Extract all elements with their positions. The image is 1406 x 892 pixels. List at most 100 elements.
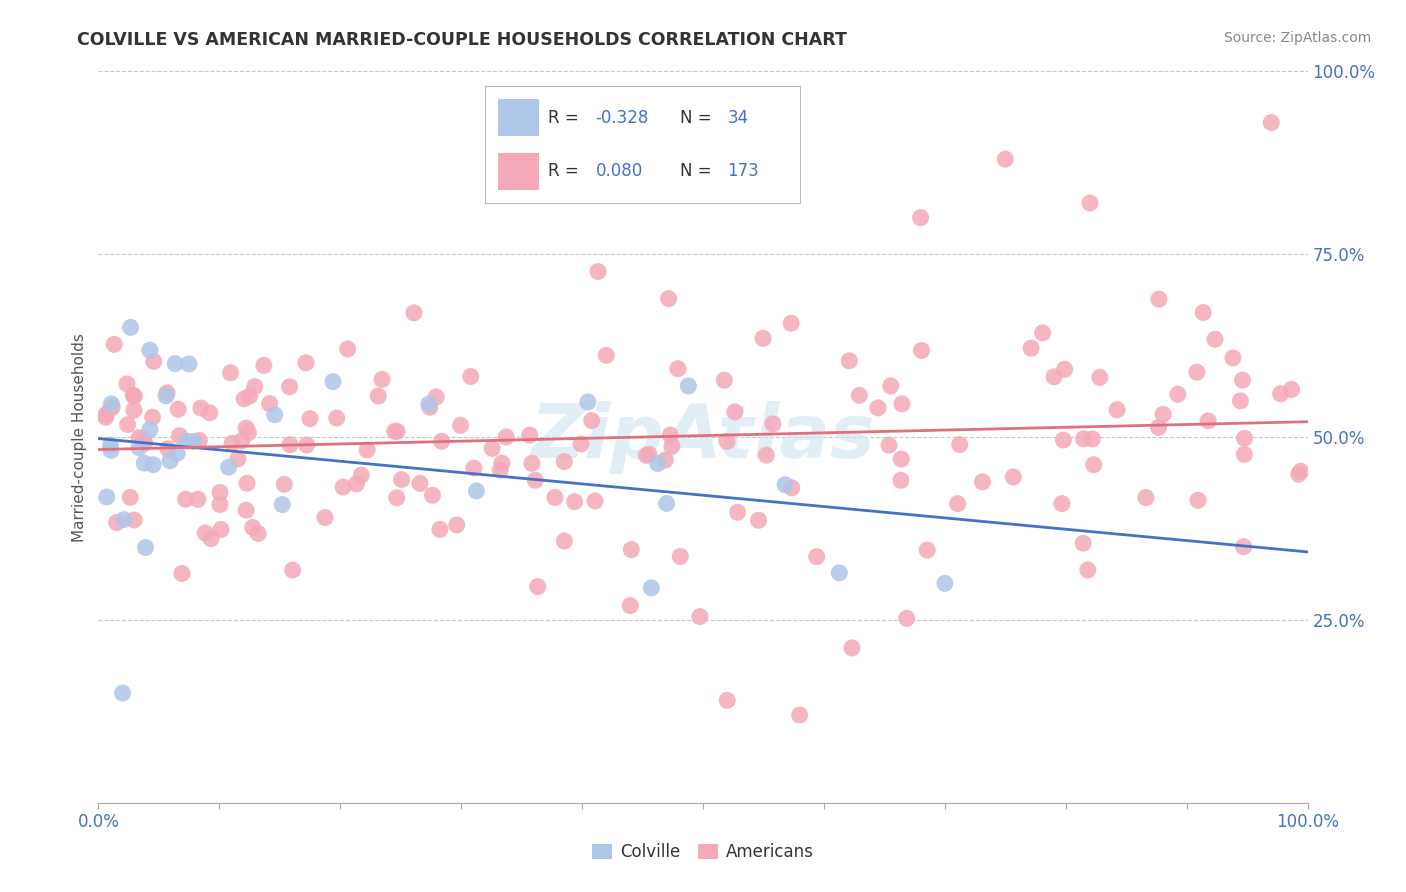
Point: [1077, 563, 1099, 577]
Point: [1071, 536, 1094, 550]
Point: [1167, 387, 1189, 401]
Point: [934, 576, 956, 591]
Point: [949, 437, 972, 451]
Point: [569, 437, 592, 451]
Point: [170, 566, 193, 581]
Point: [128, 431, 150, 445]
Point: [159, 454, 181, 468]
Point: [259, 396, 281, 410]
Point: [208, 485, 231, 500]
Point: [773, 477, 796, 491]
Point: [253, 359, 276, 373]
Point: [755, 448, 778, 462]
Point: [446, 517, 468, 532]
Point: [103, 337, 125, 351]
Point: [336, 342, 359, 356]
Point: [134, 456, 156, 470]
Point: [356, 442, 378, 457]
Point: [576, 395, 599, 409]
Point: [1043, 369, 1066, 384]
Point: [271, 498, 294, 512]
Point: [972, 475, 994, 489]
Point: [828, 566, 851, 580]
Point: [243, 380, 266, 394]
Point: [194, 526, 217, 541]
Point: [332, 480, 354, 494]
Point: [169, 428, 191, 442]
Point: [295, 438, 318, 452]
Point: [1147, 292, 1170, 306]
Point: [481, 442, 503, 456]
Point: [409, 476, 432, 491]
Point: [463, 461, 485, 475]
Point: [520, 456, 543, 470]
Point: [713, 373, 735, 387]
Point: [174, 492, 197, 507]
Point: [638, 447, 661, 461]
Point: [208, 498, 231, 512]
Point: [896, 611, 918, 625]
Point: [1107, 402, 1129, 417]
Point: [295, 356, 318, 370]
Point: [1019, 341, 1042, 355]
Point: [273, 477, 295, 491]
Point: [1052, 433, 1074, 447]
Point: [422, 488, 444, 502]
Point: [780, 481, 803, 495]
Point: [112, 513, 135, 527]
Point: [716, 693, 738, 707]
Point: [235, 421, 257, 435]
Point: [166, 446, 188, 460]
Point: [242, 520, 264, 534]
Point: [142, 458, 165, 472]
Point: [724, 405, 747, 419]
Point: [526, 580, 548, 594]
Point: [117, 417, 139, 432]
Point: [418, 397, 440, 411]
Point: [190, 401, 212, 415]
Point: [647, 457, 669, 471]
Point: [198, 406, 221, 420]
Point: [219, 366, 242, 380]
Point: [544, 491, 567, 505]
Point: [346, 476, 368, 491]
Point: [142, 354, 165, 368]
Point: [689, 609, 711, 624]
Point: [564, 494, 586, 508]
Point: [553, 533, 575, 548]
Point: [101, 400, 124, 414]
Point: [142, 410, 165, 425]
Point: [367, 389, 389, 403]
Point: [586, 264, 609, 278]
Point: [1185, 365, 1208, 379]
Point: [314, 510, 336, 524]
Point: [489, 463, 512, 477]
Text: ZipAtlas: ZipAtlas: [530, 401, 876, 474]
Point: [666, 361, 689, 376]
Point: [94, 408, 117, 422]
Point: [748, 513, 770, 527]
Point: [188, 434, 211, 448]
Point: [239, 389, 262, 403]
Point: [581, 413, 603, 427]
Point: [281, 563, 304, 577]
Point: [326, 411, 349, 425]
Point: [1270, 386, 1292, 401]
Point: [877, 438, 900, 452]
Point: [132, 432, 155, 446]
Point: [425, 390, 447, 404]
Point: [1288, 467, 1310, 482]
Y-axis label: Married-couple Households: Married-couple Households: [72, 333, 87, 541]
Point: [385, 425, 408, 439]
Point: [100, 397, 122, 411]
Point: [640, 581, 662, 595]
Point: [156, 385, 179, 400]
Point: [716, 434, 738, 449]
Point: [226, 451, 249, 466]
Point: [636, 448, 658, 462]
Point: [619, 599, 641, 613]
Point: [322, 375, 344, 389]
Point: [200, 532, 222, 546]
Point: [1088, 370, 1111, 384]
Point: [115, 376, 138, 391]
